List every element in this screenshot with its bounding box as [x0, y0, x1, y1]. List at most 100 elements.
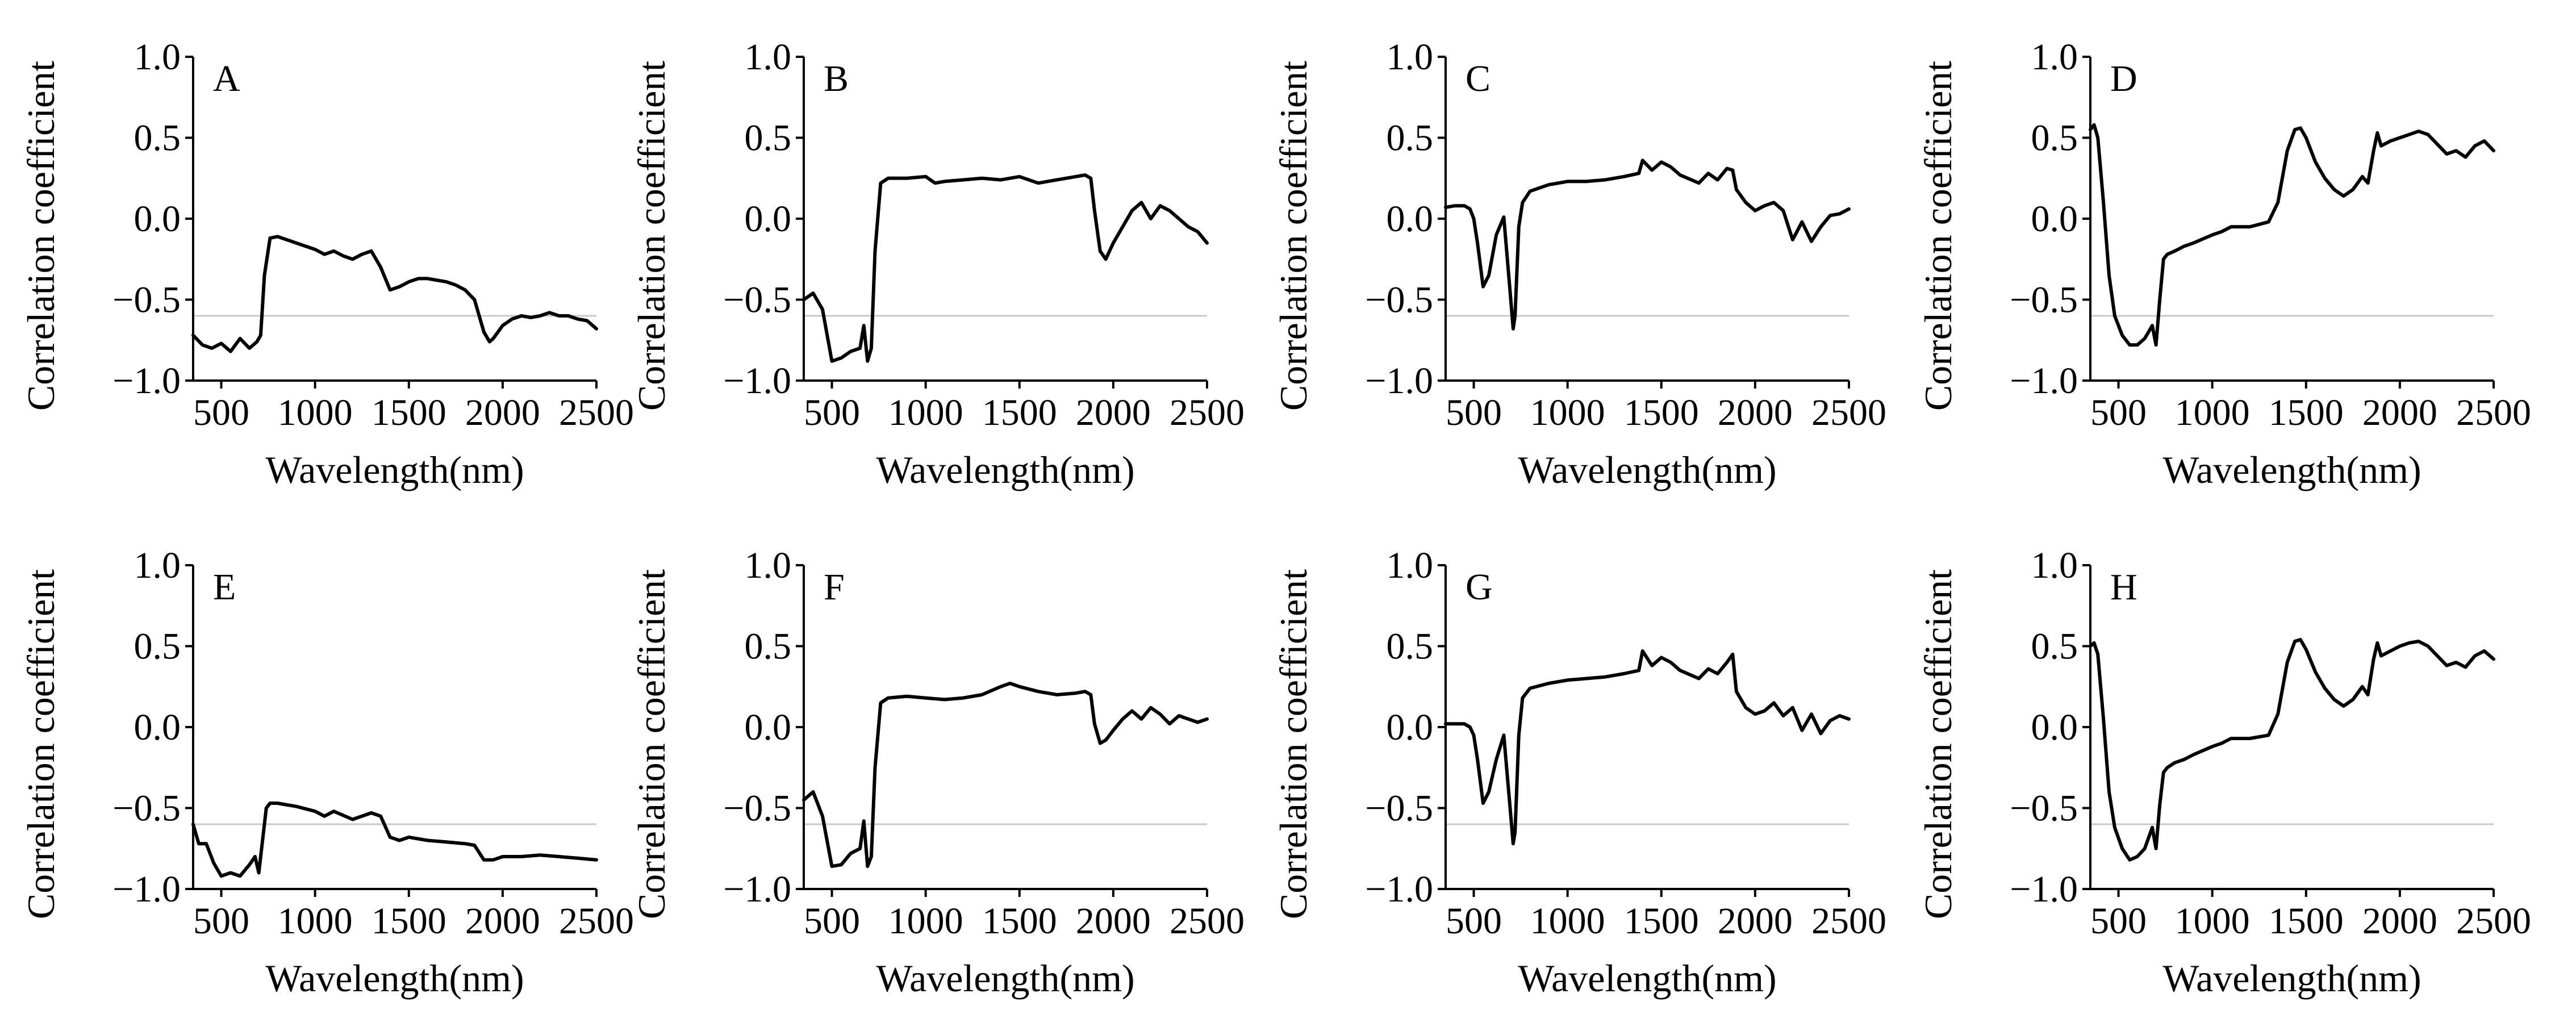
panel-g-letter: G: [1466, 566, 1493, 608]
panel-a-x-tick-label: 1500: [371, 392, 446, 433]
panel-c-x-tick-label: 500: [1446, 392, 1502, 433]
panel-b-correlation-line: [802, 173, 1209, 363]
panel-b-y-tick-label: −0.5: [723, 279, 791, 321]
panel-e-y-tick-label: −1.0: [112, 869, 181, 910]
panel-b-y-tick-label: 1.0: [745, 36, 792, 78]
panel-a-y-tick-label: −1.0: [112, 360, 181, 402]
panel-g-y-axis-title: Correlation coefficient: [1272, 569, 1315, 919]
panel-d-x-tick-label: 2000: [2362, 392, 2437, 433]
panel-e-x-tick-label: 1000: [278, 900, 353, 942]
panel-h-x-tick-label: 1000: [2175, 900, 2250, 942]
panel-d-x-tick-label: 1500: [2269, 392, 2344, 433]
panel-c-y-tick-label: −0.5: [1365, 279, 1433, 321]
panel-b-y-axis-title: Correlation coefficient: [630, 61, 673, 411]
panel-e-correlation-line: [191, 802, 598, 878]
panel-e-letter: E: [213, 566, 236, 608]
panel-f-y-tick-label: −0.5: [723, 788, 791, 829]
panel-f-y-tick-label: 1.0: [745, 545, 792, 586]
panel-f-correlation-line: [802, 682, 1209, 869]
panel-g-correlation-line: [1444, 649, 1851, 846]
panel-a-x-tick-label: 2000: [465, 392, 540, 433]
panel-e-x-tick-label: 500: [193, 900, 249, 942]
panel-h: −1.0 −0.5 0.0 0.5 1.0 500 1000 1500 2000 2500 Wave…: [1917, 545, 2531, 1000]
panel-e-x-axis-title: Wavelength(nm): [265, 957, 524, 1000]
panel-a-x-axis-title: Wavelength(nm): [265, 448, 524, 491]
panel-h-x-axis-title: Wavelength(nm): [2162, 957, 2421, 1000]
panel-h-letter: H: [2110, 566, 2137, 608]
panel-e-y-tick-label: 0.0: [134, 707, 181, 748]
panel-a: −1.0 −0.5 0.0 0.5 1.0 500 1000 1500 2000 2500 Wave…: [19, 36, 634, 491]
panel-f-x-tick-label: 2500: [1170, 900, 1245, 942]
panel-g-x-tick-label: 500: [1446, 900, 1502, 942]
panel-c-x-tick-label: 1500: [1624, 392, 1699, 433]
panel-h-y-tick-label: −1.0: [2010, 869, 2078, 910]
panel-h-y-tick-label: 1.0: [2031, 545, 2078, 586]
panel-h-y-tick-label: −0.5: [2010, 788, 2078, 829]
panel-a-y-tick-label: −0.5: [112, 279, 181, 321]
panel-d-y-axis-title: Correlation coefficient: [1917, 61, 1960, 411]
panel-f-x-tick-label: 500: [804, 900, 860, 942]
panel-g: −1.0 −0.5 0.0 0.5 1.0 500 1000 1500 2000 2500 Wave…: [1272, 545, 1886, 1000]
panel-e-y-axis-title: Correlation coefficient: [19, 569, 62, 919]
panel-d-y-tick-label: −1.0: [2010, 360, 2078, 402]
panel-a-y-axis-title: Correlation coefficient: [19, 61, 62, 411]
panel-d-correlation-line: [2089, 123, 2495, 347]
panel-a-x-tick-label: 2500: [559, 392, 634, 433]
panel-d-y-tick-label: −0.5: [2010, 279, 2078, 321]
panel-b-x-tick-label: 2000: [1076, 392, 1151, 433]
panel-g-y-tick-label: 0.5: [1387, 626, 1434, 667]
panel-h-correlation-line: [2089, 638, 2495, 862]
panel-c-y-tick-label: 0.5: [1387, 118, 1434, 159]
panel-g-x-tick-label: 1000: [1530, 900, 1605, 942]
panel-e-x-tick-label: 2500: [559, 900, 634, 942]
panel-a-x-tick-label: 1000: [278, 392, 353, 433]
panel-d-x-tick-label: 2500: [2456, 392, 2531, 433]
panel-f-x-tick-label: 1500: [982, 900, 1057, 942]
panel-f-y-tick-label: 0.5: [745, 626, 792, 667]
panel-b-letter: B: [824, 58, 849, 99]
panel-g-x-axis-title: Wavelength(nm): [1518, 957, 1776, 1000]
panel-g-y-tick-label: −0.5: [1365, 788, 1433, 829]
panel-h-x-tick-label: 1500: [2269, 900, 2344, 942]
panel-e-x-tick-label: 1500: [371, 900, 446, 942]
panel-f-x-axis-title: Wavelength(nm): [876, 957, 1134, 1000]
panel-f-y-tick-label: −1.0: [723, 869, 791, 910]
panel-d-y-tick-label: 0.0: [2031, 198, 2078, 240]
panel-h-y-axis-title: Correlation coefficient: [1917, 569, 1960, 919]
panel-b: −1.0 −0.5 0.0 0.5 1.0 500 1000 1500 2000 2500 Wave…: [630, 36, 1245, 491]
panel-c-letter: C: [1466, 58, 1491, 99]
panel-e-y-tick-label: 1.0: [134, 545, 181, 586]
panel-g-y-tick-label: 1.0: [1387, 545, 1434, 586]
panel-c-x-axis-title: Wavelength(nm): [1518, 448, 1776, 491]
panel-c-y-axis-title: Correlation coefficient: [1272, 61, 1315, 411]
panel-a-y-tick-label: 0.5: [134, 118, 181, 159]
panel-f-x-tick-label: 2000: [1076, 900, 1151, 942]
panel-e-y-tick-label: −0.5: [112, 788, 181, 829]
panel-a-letter: A: [213, 58, 240, 99]
panel-b-x-tick-label: 1500: [982, 392, 1057, 433]
panel-g-x-tick-label: 2000: [1718, 900, 1793, 942]
panel-d-y-tick-label: 1.0: [2031, 36, 2078, 78]
panel-c-y-tick-label: 1.0: [1387, 36, 1434, 78]
panel-f-x-tick-label: 1000: [888, 900, 963, 942]
panel-d: −1.0 −0.5 0.0 0.5 1.0 500 1000 1500 2000 2500 Wave…: [1917, 36, 2531, 491]
panel-g-x-tick-label: 2500: [1811, 900, 1886, 942]
panel-b-x-tick-label: 2500: [1170, 392, 1245, 433]
panel-g-y-tick-label: 0.0: [1387, 707, 1434, 748]
panel-d-x-tick-label: 1000: [2175, 392, 2250, 433]
panel-b-x-axis-title: Wavelength(nm): [876, 448, 1134, 491]
panel-b-x-tick-label: 1000: [888, 392, 963, 433]
panel-g-y-tick-label: −1.0: [1365, 869, 1433, 910]
panel-a-y-tick-label: 1.0: [134, 36, 181, 78]
panel-b-y-tick-label: 0.5: [745, 118, 792, 159]
panel-h-x-tick-label: 2000: [2362, 900, 2437, 942]
panel-f: −1.0 −0.5 0.0 0.5 1.0 500 1000 1500 2000 2500 Wave…: [630, 545, 1245, 1000]
panel-h-x-tick-label: 2500: [2456, 900, 2531, 942]
panel-c: −1.0 −0.5 0.0 0.5 1.0 500 1000 1500 2000 2500 Wave…: [1272, 36, 1886, 491]
panel-e-y-tick-label: 0.5: [134, 626, 181, 667]
panel-c-correlation-line: [1444, 158, 1851, 331]
panel-b-y-tick-label: −1.0: [723, 360, 791, 402]
panel-c-y-tick-label: 0.0: [1387, 198, 1434, 240]
panel-c-x-tick-label: 1000: [1530, 392, 1605, 433]
